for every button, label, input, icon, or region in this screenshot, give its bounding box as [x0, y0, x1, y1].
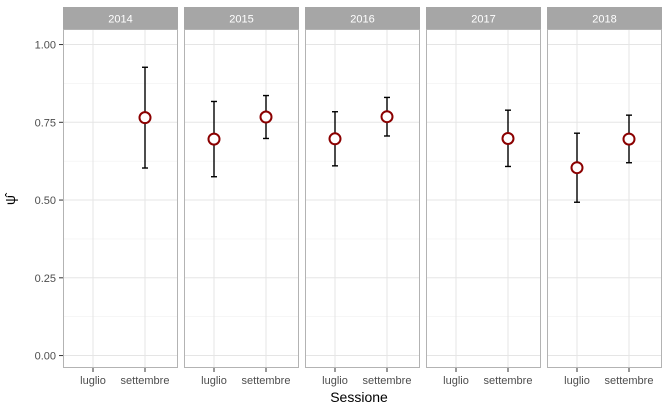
- panel-border: [547, 29, 662, 368]
- panel-border: [63, 29, 178, 368]
- x-tick-label: settembre: [242, 375, 291, 387]
- facet-strip: [184, 7, 299, 29]
- x-tick-label: settembre: [605, 375, 654, 387]
- y-tick-label: 1.00: [35, 40, 56, 52]
- x-tick-label: luglio: [201, 375, 227, 387]
- y-tick-label: 0.50: [35, 195, 56, 207]
- facet-panel-2014: 2014 luglio settembre: [63, 7, 178, 387]
- data-point: [207, 132, 221, 146]
- x-axis-title: Sessione: [330, 389, 388, 405]
- data-point: [501, 131, 515, 145]
- y-tick-label: 0.25: [35, 273, 56, 285]
- panel-background: [547, 29, 662, 368]
- facet-strip: [305, 7, 420, 29]
- y-tick-label: 0.75: [35, 117, 56, 129]
- facet-strip: [426, 7, 541, 29]
- x-tick-label: settembre: [121, 375, 170, 387]
- facet-panel-2016: 2016 luglio settembre: [305, 7, 420, 387]
- y-axis-title: ψ̂: [2, 192, 18, 205]
- facet-panel-2015: 2015 luglio settembre: [184, 7, 299, 387]
- facet-strip-label: 2016: [350, 14, 374, 26]
- y-tick-label: 0.00: [35, 351, 56, 363]
- x-tick-label: luglio: [80, 375, 106, 387]
- panel-border: [426, 29, 541, 368]
- x-tick-label: luglio: [322, 375, 348, 387]
- x-tick-label: luglio: [564, 375, 590, 387]
- data-point: [622, 132, 636, 146]
- facet-strip-label: 2018: [592, 14, 616, 26]
- panel-background: [184, 29, 299, 368]
- x-tick-label: settembre: [484, 375, 533, 387]
- data-point: [328, 132, 342, 146]
- panel-background: [305, 29, 420, 368]
- facet-strip-label: 2015: [229, 14, 253, 26]
- data-point: [570, 161, 584, 175]
- facet-panel-2018: 2018 luglio settembre: [547, 7, 662, 387]
- facet-strip-label: 2017: [471, 14, 495, 26]
- facet-strip: [63, 7, 178, 29]
- facet-panel-2017: 2017 luglio settembre: [426, 7, 541, 387]
- data-point: [380, 110, 394, 124]
- panel-border: [184, 29, 299, 368]
- panel-border: [305, 29, 420, 368]
- y-axis: 0.00 0.25 0.50 0.75 1.00: [35, 40, 63, 363]
- x-tick-label: settembre: [363, 375, 412, 387]
- panel-background: [63, 29, 178, 368]
- facet-strip: [547, 7, 662, 29]
- x-tick-label: luglio: [443, 375, 469, 387]
- facet-strip-label: 2014: [108, 14, 132, 26]
- data-point: [138, 111, 152, 125]
- panel-background: [426, 29, 541, 368]
- data-point: [259, 110, 273, 124]
